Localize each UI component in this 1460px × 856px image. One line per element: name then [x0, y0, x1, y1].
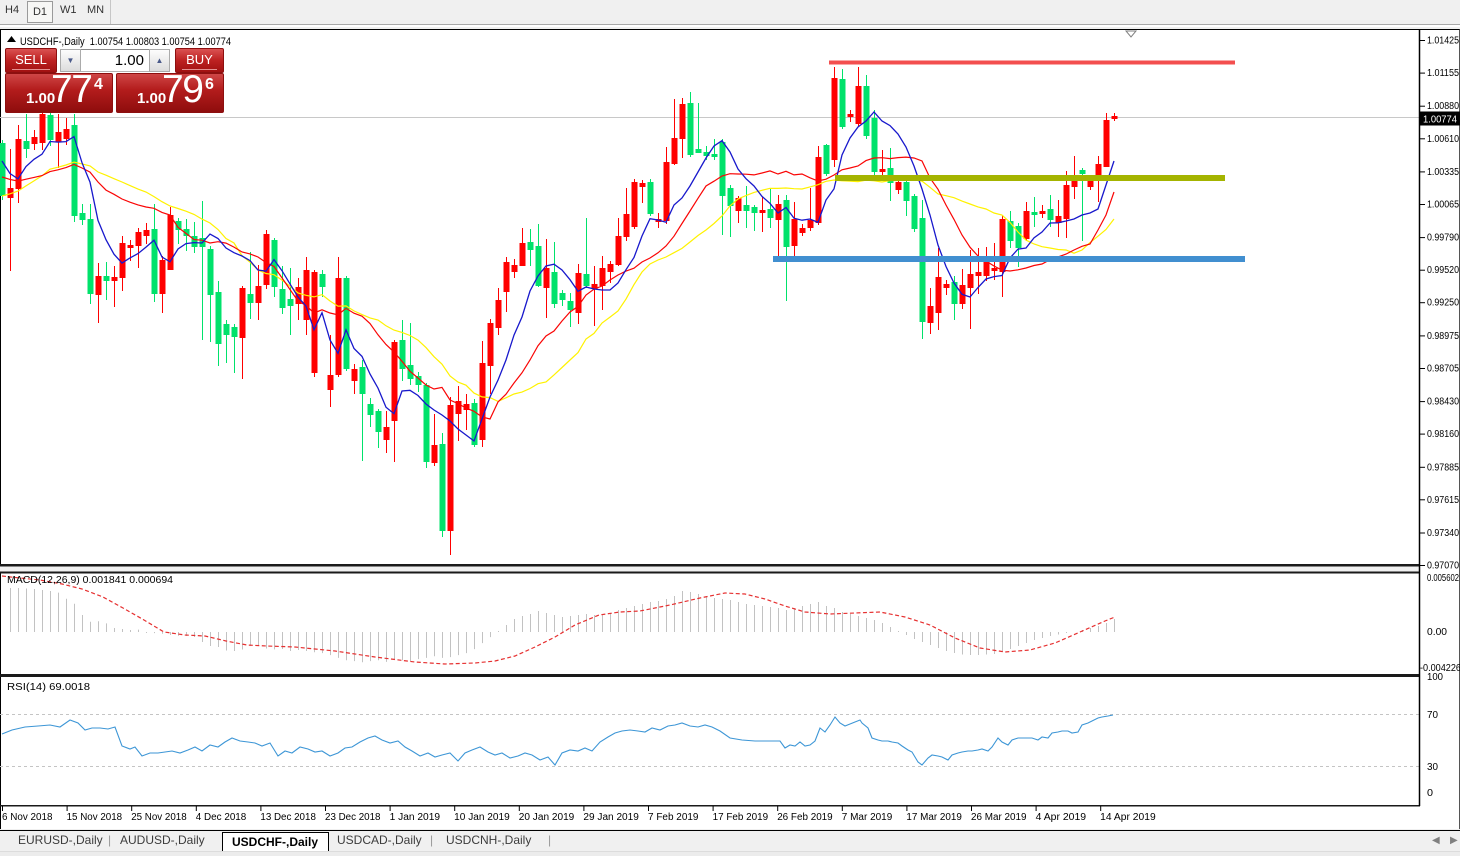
svg-text:0.97340: 0.97340	[1427, 528, 1459, 539]
svg-text:4 Apr 2019: 4 Apr 2019	[1036, 812, 1087, 823]
svg-text:RSI(14) 69.0018: RSI(14) 69.0018	[7, 682, 90, 693]
svg-text:6 Nov 2018: 6 Nov 2018	[2, 812, 53, 823]
svg-text:1.01155: 1.01155	[1427, 68, 1459, 79]
svg-text:23 Dec 2018: 23 Dec 2018	[325, 812, 381, 823]
svg-text:30: 30	[1427, 762, 1438, 773]
svg-text:17 Feb 2019: 17 Feb 2019	[713, 812, 769, 823]
svg-text:0.98975: 0.98975	[1427, 331, 1459, 342]
svg-text:20 Jan 2019: 20 Jan 2019	[519, 812, 575, 823]
svg-text:1.00880: 1.00880	[1427, 101, 1459, 112]
svg-text:0.98705: 0.98705	[1427, 364, 1459, 375]
svg-text:100: 100	[1427, 672, 1443, 683]
svg-text:1.00335: 1.00335	[1427, 167, 1459, 178]
svg-text:10 Jan 2019: 10 Jan 2019	[454, 812, 510, 823]
svg-text:-0.004226: -0.004226	[1420, 663, 1460, 674]
svg-text:0.97885: 0.97885	[1427, 462, 1459, 473]
svg-text:29 Jan 2019: 29 Jan 2019	[583, 812, 639, 823]
svg-text:0.99520: 0.99520	[1427, 265, 1459, 276]
svg-text:70: 70	[1427, 710, 1438, 721]
svg-text:1 Jan 2019: 1 Jan 2019	[390, 812, 441, 823]
svg-text:25 Nov 2018: 25 Nov 2018	[131, 812, 187, 823]
svg-text:0.97070: 0.97070	[1427, 561, 1459, 572]
svg-text:1.00774: 1.00774	[1423, 115, 1457, 126]
svg-text:0.98430: 0.98430	[1427, 397, 1459, 408]
svg-text:1.00610: 1.00610	[1427, 134, 1459, 145]
svg-text:0.005602: 0.005602	[1427, 573, 1459, 584]
svg-text:13 Dec 2018: 13 Dec 2018	[260, 812, 316, 823]
svg-text:14 Apr 2019: 14 Apr 2019	[1100, 812, 1156, 823]
svg-text:0.98160: 0.98160	[1427, 429, 1459, 440]
svg-text:7 Feb 2019: 7 Feb 2019	[648, 812, 699, 823]
svg-text:0.99790: 0.99790	[1427, 233, 1459, 244]
svg-text:0.99250: 0.99250	[1427, 298, 1459, 309]
svg-text:USDCHF-,Daily 1.00754 1.00803: USDCHF-,Daily 1.00754 1.00803 1.00754 1.…	[20, 36, 231, 48]
svg-text:17 Mar 2019: 17 Mar 2019	[906, 812, 962, 823]
svg-text:1.01425: 1.01425	[1427, 36, 1459, 47]
svg-text:1.00065: 1.00065	[1427, 200, 1459, 211]
svg-text:15 Nov 2018: 15 Nov 2018	[67, 812, 123, 823]
svg-text:0.97615: 0.97615	[1427, 495, 1459, 506]
svg-text:0.00: 0.00	[1427, 627, 1447, 638]
svg-text:MACD(12,26,9) 0.001841 0.00069: MACD(12,26,9) 0.001841 0.000694	[7, 575, 173, 586]
svg-text:0: 0	[1427, 788, 1433, 799]
svg-text:26 Mar 2019: 26 Mar 2019	[971, 812, 1027, 823]
svg-text:4 Dec 2018: 4 Dec 2018	[196, 812, 247, 823]
svg-text:26 Feb 2019: 26 Feb 2019	[777, 812, 833, 823]
svg-text:7 Mar 2019: 7 Mar 2019	[842, 812, 893, 823]
